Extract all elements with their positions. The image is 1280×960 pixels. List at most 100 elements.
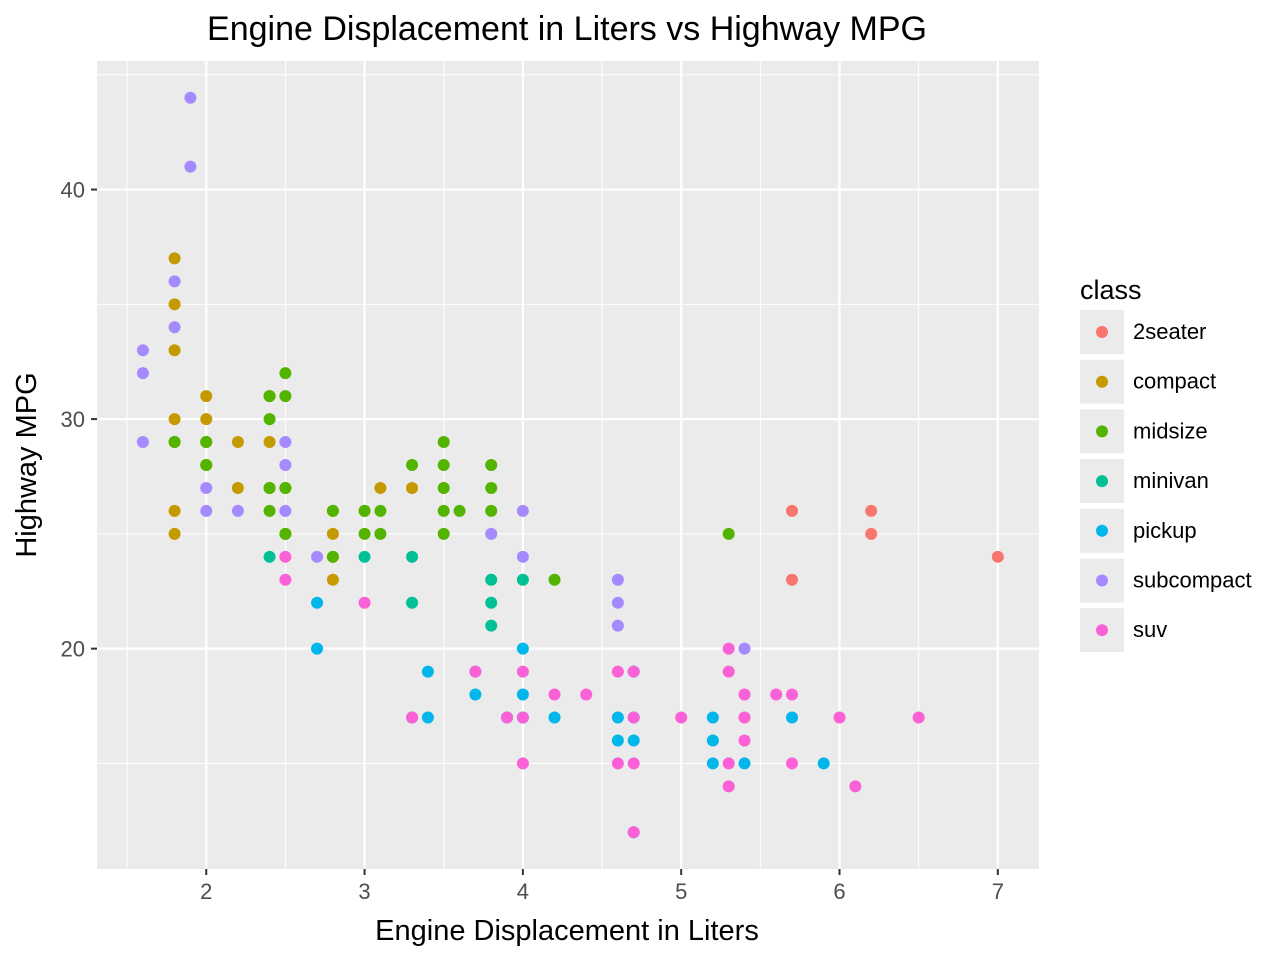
point-suv <box>516 711 529 724</box>
y-tick-label: 20 <box>61 637 85 662</box>
point-minivan <box>516 573 529 586</box>
point-pickup <box>738 757 751 770</box>
point-pickup <box>817 757 830 770</box>
chart-title: Engine Displacement in Liters vs Highway… <box>207 10 927 48</box>
legend-marker-subcompact <box>1096 574 1108 587</box>
point-suv <box>548 688 561 701</box>
point-suv <box>358 596 371 609</box>
point-compact <box>168 252 181 265</box>
point-subcompact <box>738 642 751 655</box>
point-pickup <box>611 734 624 747</box>
point-subcompact <box>200 481 213 494</box>
point-suv <box>849 780 862 793</box>
point-suv <box>722 780 735 793</box>
point-subcompact <box>311 550 324 563</box>
point-pickup <box>469 688 482 701</box>
point-2seater <box>865 527 878 540</box>
x-axis: 2 3 4 5 6 7 <box>200 869 1004 904</box>
point-midsize <box>279 527 292 540</box>
point-minivan <box>485 619 498 632</box>
point-suv <box>279 550 292 563</box>
point-midsize <box>374 504 387 517</box>
point-compact <box>263 436 276 449</box>
x-tick-label: 4 <box>517 879 529 904</box>
point-midsize <box>406 459 419 471</box>
point-suv <box>675 711 688 724</box>
point-subcompact <box>200 504 213 517</box>
point-subcompact <box>485 527 498 540</box>
point-suv <box>833 711 846 724</box>
point-suv <box>738 688 751 701</box>
y-tick-label: 40 <box>61 178 85 203</box>
point-minivan <box>358 550 371 563</box>
point-midsize <box>263 481 276 494</box>
point-compact <box>374 481 387 494</box>
point-subcompact <box>136 367 149 380</box>
point-subcompact <box>279 436 292 449</box>
point-subcompact <box>184 160 197 173</box>
point-compact <box>406 481 419 494</box>
point-suv <box>469 665 482 678</box>
point-midsize <box>168 436 181 449</box>
point-subcompact <box>516 504 529 517</box>
legend-label-subcompact: subcompact <box>1133 568 1252 593</box>
point-minivan <box>406 596 419 609</box>
legend-marker-minivan <box>1096 475 1108 488</box>
point-minivan <box>263 550 276 563</box>
point-midsize <box>263 504 276 517</box>
legend-marker-suv <box>1096 624 1108 637</box>
legend-marker-2seater <box>1096 326 1108 338</box>
point-2seater <box>991 550 1004 563</box>
point-midsize <box>437 459 450 471</box>
legend-marker-pickup <box>1096 524 1108 537</box>
point-midsize <box>485 459 498 471</box>
point-midsize <box>279 367 292 380</box>
point-suv <box>738 711 751 724</box>
point-pickup <box>627 734 640 747</box>
point-midsize <box>326 550 339 563</box>
legend: class 2seater compact midsize minivan pickup… <box>1080 275 1252 653</box>
point-compact <box>326 573 339 586</box>
legend-label-pickup: pickup <box>1133 518 1197 543</box>
point-compact <box>168 344 181 357</box>
point-pickup <box>706 757 719 770</box>
point-minivan <box>485 596 498 609</box>
point-pickup <box>706 734 719 747</box>
point-compact <box>168 504 181 517</box>
point-subcompact <box>611 619 624 632</box>
point-compact <box>231 436 244 449</box>
point-pickup <box>611 711 624 724</box>
point-pickup <box>516 642 529 655</box>
y-tick-label: 30 <box>61 407 85 432</box>
y-axis-title: Highway MPG <box>11 372 43 557</box>
point-midsize <box>437 481 450 494</box>
point-subcompact <box>611 573 624 586</box>
x-tick-label: 7 <box>992 879 1004 904</box>
point-minivan <box>406 550 419 563</box>
point-subcompact <box>279 504 292 517</box>
y-axis: 20 30 40 <box>61 178 97 662</box>
x-tick-label: 6 <box>833 879 845 904</box>
point-suv <box>722 665 735 678</box>
point-midsize <box>279 481 292 494</box>
point-compact <box>200 390 213 403</box>
point-pickup <box>516 688 529 701</box>
point-midsize <box>200 436 213 449</box>
point-2seater <box>865 504 878 517</box>
point-midsize <box>548 573 561 586</box>
plot-panel <box>97 61 1039 869</box>
point-suv <box>516 757 529 770</box>
point-midsize <box>358 527 371 540</box>
point-suv <box>501 711 514 724</box>
point-subcompact <box>136 436 149 449</box>
point-suv <box>611 665 624 678</box>
point-pickup <box>421 665 434 678</box>
point-suv <box>786 688 799 701</box>
point-suv <box>722 642 735 655</box>
point-suv <box>627 826 640 839</box>
point-2seater <box>786 573 799 586</box>
point-midsize <box>326 504 339 517</box>
x-axis-title: Engine Displacement in Liters <box>375 915 759 947</box>
point-subcompact <box>279 459 292 471</box>
